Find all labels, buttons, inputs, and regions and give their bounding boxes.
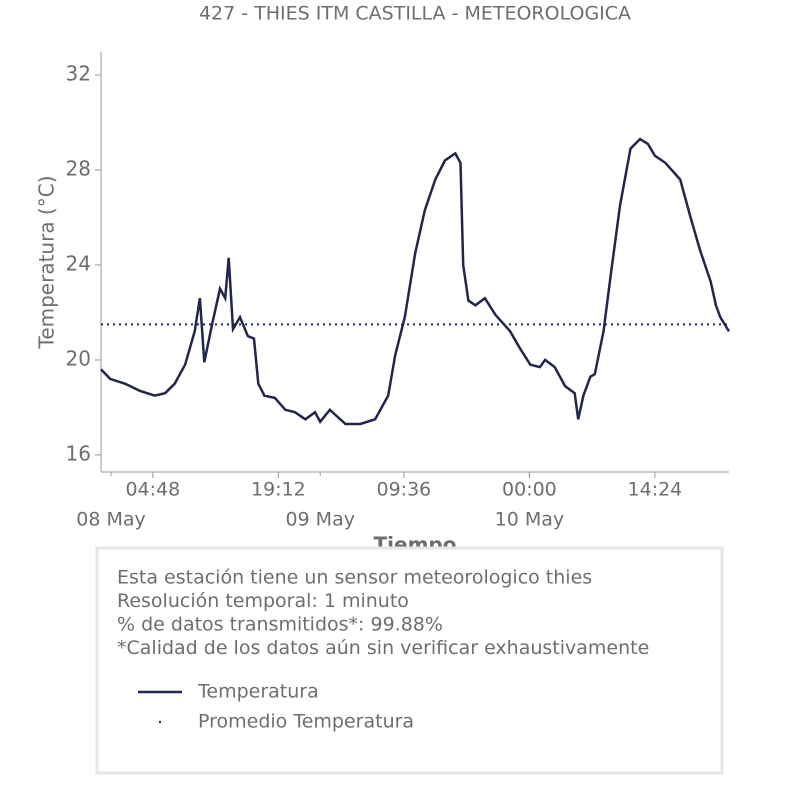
series-line bbox=[100, 137, 731, 426]
x-tick-label: 04:48 bbox=[125, 479, 180, 501]
note: Resolución temporal: 1 minuto bbox=[117, 590, 409, 612]
info-box bbox=[95, 546, 724, 775]
y-tick-label: 28 bbox=[66, 156, 91, 180]
x-tick-label: 19:12 bbox=[251, 479, 306, 501]
legend-label: Promedio Temperatura bbox=[198, 711, 414, 733]
x-tick-label: 14:24 bbox=[628, 479, 683, 501]
legend-label: Temperatura bbox=[197, 681, 319, 703]
x-tick-label: 00:00 bbox=[502, 479, 557, 501]
x-date-label: 09 May bbox=[285, 509, 355, 531]
note: *Calidad de los datos aún sin verificar … bbox=[117, 637, 649, 659]
x-tick-label: 09:36 bbox=[377, 479, 432, 501]
legend-swatch bbox=[158, 720, 162, 724]
note: % de datos transmitidos*: 99.88% bbox=[117, 614, 443, 636]
y-tick-label: 20 bbox=[66, 346, 91, 370]
y-axis-label: Temperatura (°C) bbox=[35, 175, 59, 349]
y-tick-label: 32 bbox=[66, 62, 91, 86]
y-tick-label: 24 bbox=[66, 251, 91, 275]
note: Esta estación tiene un sensor meteorolog… bbox=[117, 567, 592, 589]
y-tick-label: 16 bbox=[66, 441, 91, 465]
x-date-label: 08 May bbox=[76, 509, 146, 531]
chart-title: 427 - THIES ITM CASTILLA - METEOROLOGICA bbox=[199, 3, 631, 25]
x-date-label: 10 May bbox=[495, 509, 565, 531]
